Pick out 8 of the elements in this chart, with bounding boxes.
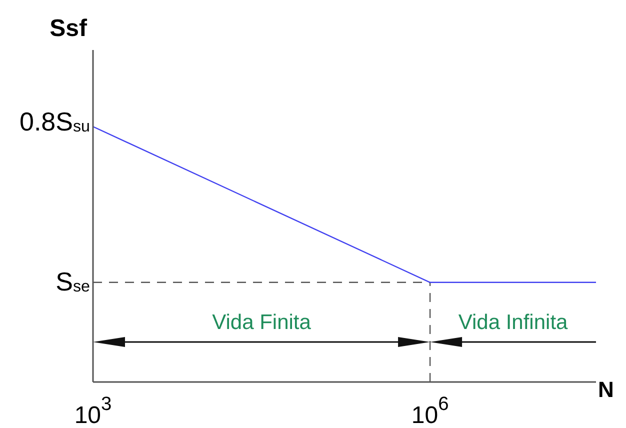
x-tick-label: 10$^{3}$ <box>74 394 112 428</box>
annotation: 0.8Ssu <box>19 106 90 137</box>
x-axis-title: N <box>598 377 614 402</box>
annotation: Vida Infinita <box>458 311 568 334</box>
y-axis-title: Ssf <box>50 15 88 42</box>
ref-line-label: Sse <box>56 266 90 296</box>
annotation: Vida Finita <box>212 311 312 334</box>
x-tick-label: 10$^{6}$ <box>411 394 449 428</box>
